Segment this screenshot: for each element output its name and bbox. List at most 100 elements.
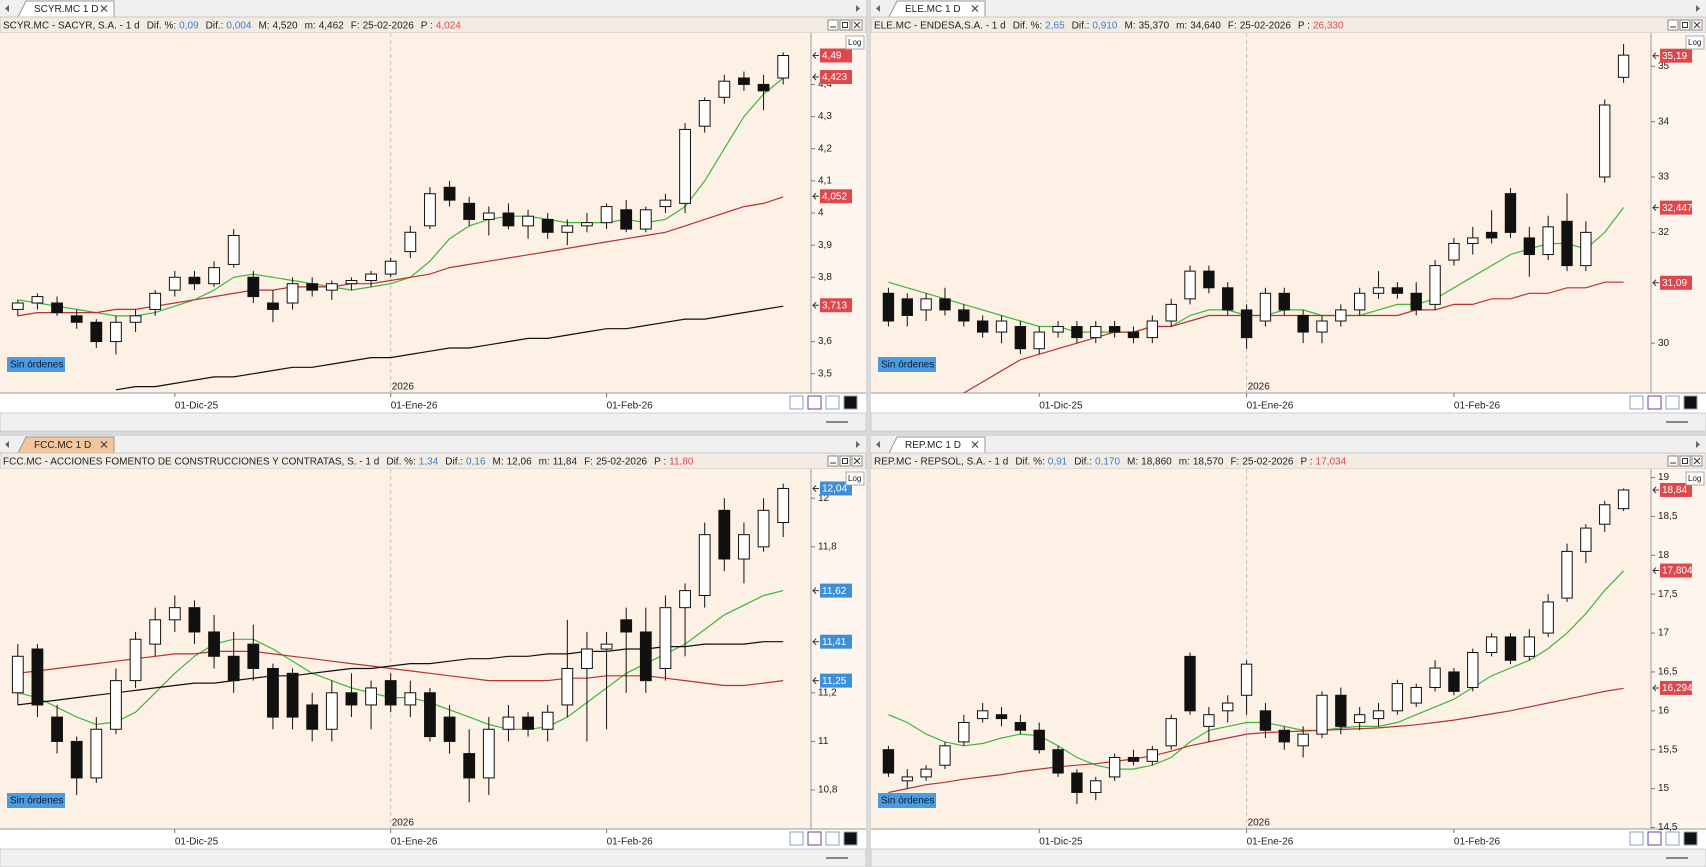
toolbar-button[interactable] [825, 395, 840, 410]
window-button-icon[interactable] [1693, 457, 1701, 465]
window-button-icon[interactable] [842, 458, 848, 464]
price-arrow [1652, 684, 1659, 692]
window-button-box[interactable] [839, 455, 851, 467]
window-button-icon[interactable] [842, 22, 848, 28]
price-arrow [812, 485, 819, 492]
window-button-icon[interactable] [1682, 22, 1688, 28]
tab-label[interactable]: ELE.MC 1 D [905, 4, 961, 15]
scroll-left[interactable] [876, 441, 880, 448]
window-button[interactable] [851, 455, 863, 467]
toolbar-button[interactable] [1647, 831, 1662, 846]
field-value: 11,80 [669, 456, 694, 467]
tab-close[interactable] [100, 5, 108, 12]
toolbar-button[interactable] [1629, 831, 1644, 846]
window-button-box[interactable] [827, 19, 839, 31]
window-button[interactable] [1667, 19, 1679, 31]
y-tick-label: 11,2 [818, 687, 837, 698]
candle-body [325, 692, 338, 730]
candle-body [345, 280, 358, 285]
scroll-right[interactable] [856, 5, 860, 12]
window-button[interactable] [827, 455, 839, 467]
tab-close[interactable] [971, 441, 979, 448]
log-button[interactable]: Log [1685, 35, 1705, 50]
window-button[interactable] [1691, 19, 1703, 31]
window-button-box[interactable] [839, 19, 851, 31]
window-button[interactable] [839, 19, 851, 31]
log-button-label[interactable]: Log [1688, 38, 1701, 47]
candle-body [1127, 331, 1140, 339]
log-button-label[interactable]: Log [1688, 474, 1701, 483]
toolbar-button[interactable] [843, 831, 858, 846]
window-button-icon[interactable] [1682, 458, 1688, 464]
candle-body [404, 231, 417, 253]
window-button-box[interactable] [827, 455, 839, 467]
toolbar-button[interactable] [1629, 395, 1644, 410]
log-button-label[interactable]: Log [848, 38, 861, 47]
price-label: 16,294 [1662, 683, 1693, 694]
tab[interactable]: FCC.MC 1 D [17, 436, 115, 454]
log-button-box[interactable] [845, 471, 865, 486]
toolbar-button[interactable] [807, 395, 822, 410]
year-label: 2026 [392, 382, 415, 393]
log-button[interactable]: Log [845, 35, 865, 50]
log-button-box[interactable] [1685, 35, 1705, 50]
window-button[interactable] [851, 19, 863, 31]
log-button[interactable]: Log [845, 471, 865, 486]
scroll-right[interactable] [856, 441, 860, 448]
scroll-right[interactable] [1696, 441, 1700, 448]
window-button-box[interactable] [1667, 455, 1679, 467]
field-value: 4,520 [273, 20, 298, 31]
tab[interactable]: SCYR.MC 1 D [17, 0, 115, 18]
window-button[interactable] [1679, 455, 1691, 467]
toolbar-button[interactable] [789, 395, 804, 410]
moving-average [17, 641, 784, 706]
tab[interactable]: ELE.MC 1 D [888, 0, 986, 18]
price-label-box [820, 48, 852, 63]
tab-label[interactable]: SCYR.MC 1 D [34, 4, 98, 15]
candle-body [541, 711, 554, 730]
tab[interactable]: REP.MC 1 D [888, 436, 986, 454]
toolbar-button[interactable] [1665, 395, 1680, 410]
toolbar-button[interactable] [789, 831, 804, 846]
toolbar-button[interactable] [807, 831, 822, 846]
field-value: 0,004 [226, 20, 251, 31]
log-button-box[interactable] [1685, 471, 1705, 486]
tab-close[interactable] [971, 5, 979, 12]
window-button-box[interactable] [1667, 19, 1679, 31]
window-button[interactable] [1667, 455, 1679, 467]
candle-body [1203, 270, 1215, 289]
window-button-icon[interactable] [853, 21, 861, 29]
window-button[interactable] [1691, 455, 1703, 467]
window-button-icon[interactable] [853, 457, 861, 465]
toolbar-button[interactable] [1683, 395, 1698, 410]
window-button-box[interactable] [1679, 19, 1691, 31]
window-button[interactable] [839, 455, 851, 467]
y-tick-label: 33 [1658, 172, 1670, 183]
toolbar-button[interactable] [1665, 831, 1680, 846]
candle-body [939, 745, 951, 766]
toolbar-button[interactable] [1683, 831, 1698, 846]
tab-close[interactable] [100, 441, 108, 448]
window-button[interactable] [827, 19, 839, 31]
bottom-strip [0, 412, 867, 432]
scroll-right[interactable] [1696, 5, 1700, 12]
window-button-icon[interactable] [1693, 21, 1701, 29]
window-button[interactable] [1679, 19, 1691, 31]
candle-body [1372, 710, 1385, 720]
log-button[interactable]: Log [1685, 471, 1705, 486]
scroll-left[interactable] [876, 5, 880, 12]
candle-body [1391, 683, 1404, 712]
toolbar-button[interactable] [1647, 395, 1662, 410]
tab-label[interactable]: REP.MC 1 D [905, 440, 961, 451]
candle-body [188, 276, 201, 285]
log-button-box[interactable] [845, 35, 865, 50]
scroll-left[interactable] [5, 5, 9, 12]
toolbar-button[interactable] [843, 395, 858, 410]
scroll-left[interactable] [5, 441, 9, 448]
log-button-label[interactable]: Log [848, 474, 861, 483]
window-button-box[interactable] [1679, 455, 1691, 467]
toolbar-button[interactable] [825, 831, 840, 846]
candle-body [1580, 231, 1592, 267]
y-tick-label: 3,8 [818, 272, 832, 283]
tab-label[interactable]: FCC.MC 1 D [34, 440, 91, 451]
